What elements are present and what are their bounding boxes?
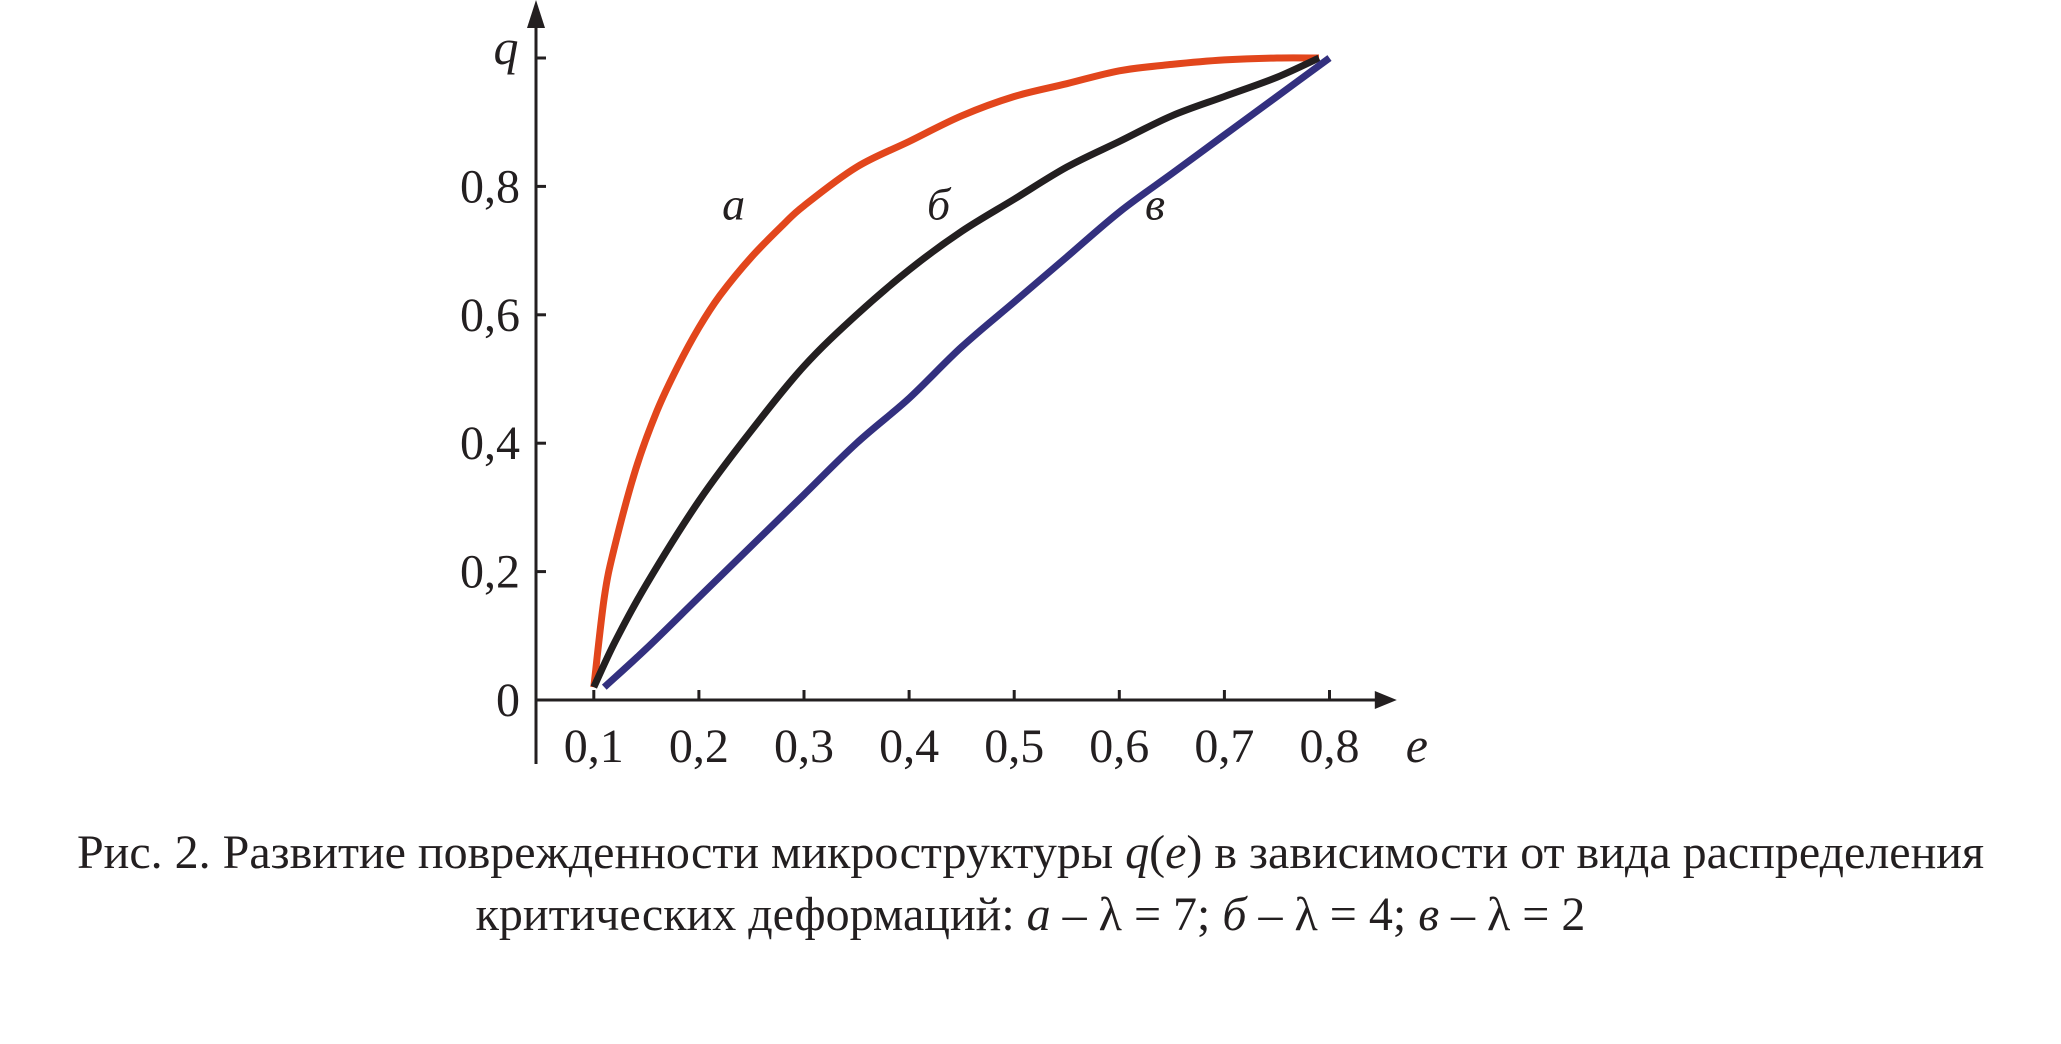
- caption-b: б: [1222, 888, 1247, 941]
- caption-q: q: [1125, 826, 1150, 879]
- x-tick-label: 0,8: [1300, 720, 1360, 773]
- caption-a-value: – λ = 7;: [1050, 888, 1223, 941]
- caption-e: e: [1165, 826, 1187, 879]
- caption-a: а: [1026, 888, 1051, 941]
- y-tick-label: 0,2: [460, 546, 520, 599]
- caption-line-2: критических деформаций: а – λ = 7; б – λ…: [0, 884, 2061, 946]
- x-tick-label: 0,4: [879, 720, 939, 773]
- series-line-1: [590, 54, 1320, 688]
- caption-text: Рис. 2. Развитие поврежденности микростр…: [76, 826, 1126, 879]
- axes: [527, 0, 1397, 764]
- caption-b-value: – λ = 4;: [1246, 888, 1419, 941]
- x-tick-label: 0,7: [1194, 720, 1254, 773]
- x-tick-label: 0,6: [1089, 720, 1149, 773]
- x-axis-label: e: [1406, 717, 1428, 773]
- x-tick-label: 0,2: [669, 720, 729, 773]
- y-tick-label: 0,4: [460, 417, 520, 470]
- curve-label-2: б: [927, 179, 952, 230]
- x-axis-arrow: [1374, 691, 1397, 709]
- caption-line-1: Рис. 2. Развитие поврежденности микростр…: [0, 822, 2061, 884]
- curves: [590, 54, 1332, 690]
- x-tick-label: 0,5: [984, 720, 1044, 773]
- series-line-3: [601, 55, 1332, 690]
- figure-caption: Рис. 2. Развитие поврежденности микростр…: [0, 822, 2061, 946]
- y-tick-label: 0,8: [460, 160, 520, 213]
- caption-paren-close: ): [1186, 826, 1203, 879]
- y-tick-label: 0,6: [460, 289, 520, 342]
- caption-line2-text: критических деформаций:: [475, 888, 1027, 941]
- y-tick-label: 0: [496, 674, 520, 727]
- chart: 0,1 0,2 0,3 0,4 0,5 0,6 0,7 0,8 0 0,2 0,4 0,6 0,8 e q а…: [460, 0, 1428, 773]
- x-tick-label: 0,1: [564, 720, 624, 773]
- y-axis-arrow: [527, 0, 545, 28]
- labels: 0,1 0,2 0,3 0,4 0,5 0,6 0,7 0,8 0 0,2 0,4 0,6 0,8 e q а…: [460, 19, 1428, 773]
- curve-label-3: в: [1145, 179, 1165, 230]
- caption-paren-open: (: [1149, 826, 1166, 879]
- x-tick-label: 0,3: [774, 720, 834, 773]
- series-line-2: [590, 54, 1321, 689]
- y-axis-label: q: [494, 19, 519, 75]
- curve-label-1: а: [722, 179, 745, 230]
- caption-v: в: [1418, 888, 1440, 941]
- caption-v-value: – λ = 2: [1439, 888, 1586, 941]
- caption-text-suffix: в зависимости от вида распределения: [1202, 826, 1985, 879]
